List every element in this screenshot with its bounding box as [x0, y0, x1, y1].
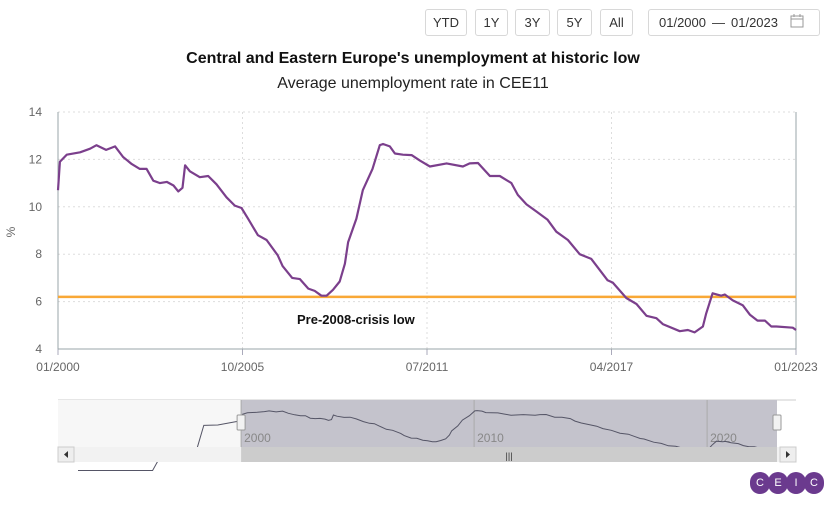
arrow-left-icon [64, 451, 68, 458]
navigator-handle-right[interactable] [772, 414, 782, 431]
y-axis-label: % [4, 226, 18, 237]
calendar-icon[interactable] [790, 14, 804, 31]
navigator-label: 2010 [477, 431, 504, 445]
reference-line-label: Pre-2008-crisis low [297, 312, 416, 327]
date-separator: — [712, 15, 725, 30]
range-button-3y[interactable]: 3Y [515, 9, 550, 36]
scrollbar-thumb[interactable] [241, 447, 778, 462]
series-line [56, 142, 797, 334]
logo-letter: C [750, 472, 770, 494]
x-tick-label: 01/2000 [36, 360, 80, 374]
navigator-unselected-area [58, 400, 242, 447]
y-tick-label: 8 [35, 247, 42, 261]
navigator-handle-left[interactable] [236, 414, 246, 431]
range-button-all[interactable]: All [600, 9, 633, 36]
date-from[interactable]: 01/2000 [659, 15, 706, 30]
x-tick-label: 01/2023 [774, 360, 818, 374]
chart-subtitle: Average unemployment rate in CEE11 [277, 75, 549, 92]
logo-letter: C [804, 472, 824, 494]
navigator-selected-area [241, 400, 778, 447]
y-tick-label: 4 [35, 342, 42, 356]
range-button-ytd[interactable]: YTD [425, 9, 467, 36]
range-button-5y[interactable]: 5Y [557, 9, 592, 36]
range-button-1y[interactable]: 1Y [475, 9, 508, 36]
logo-letter: I [786, 472, 806, 494]
y-tick-label: 12 [29, 152, 43, 166]
date-to[interactable]: 01/2023 [731, 15, 778, 30]
y-tick-label: 6 [35, 295, 42, 309]
y-tick-label: 10 [29, 200, 43, 214]
logo-letter: E [768, 472, 788, 494]
arrow-right-icon [786, 451, 790, 458]
x-tick-label: 04/2017 [590, 360, 634, 374]
x-tick-label: 10/2005 [221, 360, 265, 374]
date-range-picker[interactable]: 01/2000 — 01/2023 [648, 9, 820, 36]
navigator-label: 2000 [244, 431, 271, 445]
scrollbar-grip-icon: ||| [506, 451, 513, 461]
chart-title: Central and Eastern Europe's unemploymen… [186, 50, 640, 67]
y-tick-label: 14 [29, 105, 43, 119]
x-tick-label: 07/2011 [406, 360, 449, 374]
